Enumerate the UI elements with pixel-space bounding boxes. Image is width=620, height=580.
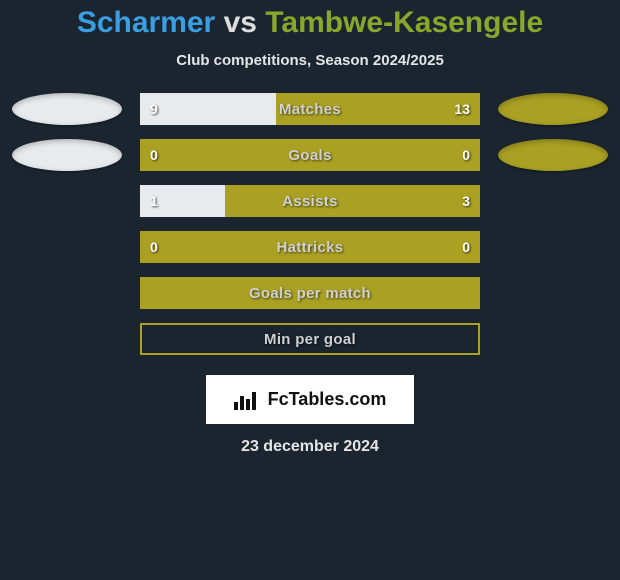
- bar-chart-icon: [234, 390, 260, 410]
- stat-right-value: 3: [462, 193, 470, 209]
- stat-bar: 0 0 Hattricks: [140, 231, 480, 263]
- subtitle: Club competitions, Season 2024/2025: [0, 52, 620, 69]
- date-text: 23 december 2024: [0, 438, 620, 456]
- stat-row: Goals per match: [0, 277, 620, 309]
- stat-label: Hattricks: [277, 239, 344, 256]
- stat-label: Assists: [282, 193, 337, 210]
- stat-left-value: 0: [150, 147, 158, 163]
- stat-bar: Goals per match: [140, 277, 480, 309]
- branding-badge: FcTables.com: [206, 375, 415, 424]
- stat-rows: 913Matches00Goals13Assists00HattricksGoa…: [0, 93, 620, 355]
- player1-name: Scharmer: [77, 6, 215, 39]
- stat-label: Min per goal: [264, 331, 356, 348]
- stat-left-value: 0: [150, 239, 158, 255]
- page-title: Scharmer vs Tambwe-Kasengele: [0, 6, 620, 40]
- stat-bar: Min per goal: [140, 323, 480, 355]
- player1-oval: [12, 139, 122, 171]
- stat-row: Min per goal: [0, 323, 620, 355]
- stat-label: Goals: [288, 147, 331, 164]
- stat-left-value: 9: [150, 101, 158, 117]
- branding-text: FcTables.com: [268, 389, 387, 410]
- stat-bar: 9 13 Matches: [140, 93, 480, 125]
- stat-row: 0 0 Goals: [0, 139, 620, 171]
- stat-right-value: 0: [462, 239, 470, 255]
- stat-row: 9 13 Matches: [0, 93, 620, 125]
- player2-oval: [498, 139, 608, 171]
- stat-bar-fill-left: [140, 93, 276, 125]
- stat-row: 1 3 Assists: [0, 185, 620, 217]
- stat-row: 0 0 Hattricks: [0, 231, 620, 263]
- stat-label: Matches: [279, 101, 341, 118]
- stat-right-value: 13: [454, 101, 470, 117]
- stat-bar: 1 3 Assists: [140, 185, 480, 217]
- title-vs: vs: [224, 6, 266, 39]
- stat-bar: 0 0 Goals: [140, 139, 480, 171]
- stat-left-value: 1: [150, 193, 158, 209]
- player2-oval: [498, 93, 608, 125]
- stat-label: Goals per match: [249, 285, 371, 302]
- stat-right-value: 0: [462, 147, 470, 163]
- comparison-infographic: Scharmer vs Tambwe-Kasengele Club compet…: [0, 0, 620, 456]
- player2-name: Tambwe-Kasengele: [265, 6, 543, 39]
- player1-oval: [12, 93, 122, 125]
